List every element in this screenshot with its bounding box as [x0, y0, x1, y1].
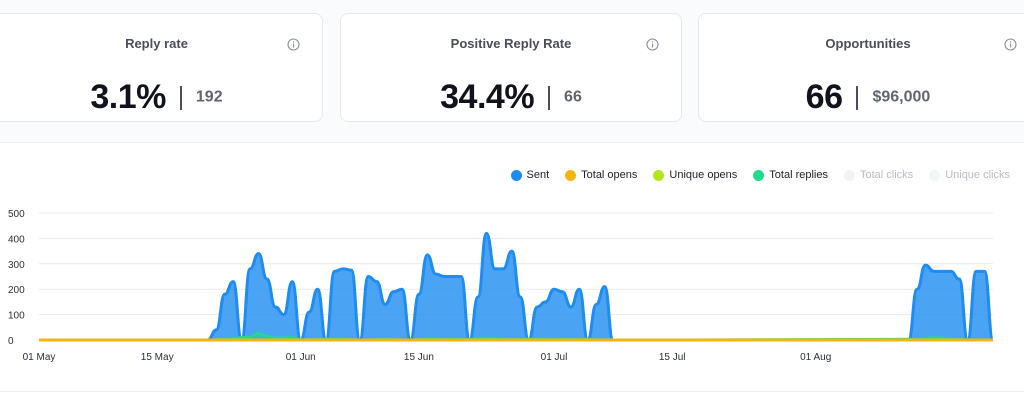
card-value: 34.4% — [440, 78, 535, 116]
legend-dot — [510, 169, 522, 181]
chart-legend: Sent Total opens Unique opens Total repl… — [495, 169, 1010, 181]
y-tick-label: 400 — [8, 234, 25, 245]
x-tick-label: 01 Jul — [541, 352, 568, 363]
y-tick-label: 500 — [8, 209, 25, 220]
legend-dot — [844, 169, 855, 181]
info-icon[interactable] — [1004, 38, 1017, 51]
opportunities-card: Opportunities 66 $96,000 — [698, 13, 1024, 122]
x-tick-label: 01 May — [23, 352, 56, 363]
reply-rate-card: Reply rate 3.1% 192 — [0, 13, 323, 122]
x-tick-label: 01 Jun — [286, 352, 316, 363]
positive-reply-rate-card: Positive Reply Rate 34.4% 66 — [340, 13, 682, 122]
card-title: Positive Reply Rate — [450, 36, 572, 51]
card-value: 66 — [805, 78, 843, 116]
divider — [179, 85, 182, 110]
legend-dot — [653, 169, 665, 181]
x-tick-label: 01 Aug — [800, 352, 831, 363]
legend-item-total-clicks[interactable]: Total clicks — [844, 169, 913, 181]
legend-item-unique-opens[interactable]: Unique opens — [653, 169, 737, 181]
info-icon[interactable] — [646, 38, 659, 51]
legend-label: Total opens — [581, 169, 638, 181]
y-tick-label: 200 — [8, 285, 25, 296]
divider — [548, 85, 551, 110]
y-tick-label: 100 — [8, 311, 25, 322]
x-tick-label: 15 Jun — [404, 352, 434, 363]
divider — [856, 85, 859, 110]
legend-label: Sent — [526, 169, 550, 181]
legend-item-sent[interactable]: Sent — [510, 169, 550, 181]
y-tick-label: 300 — [8, 260, 25, 271]
legend-item-total-opens[interactable]: Total opens — [565, 169, 637, 181]
y-tick-label: 0 — [8, 336, 14, 347]
area-chart: 0 100 200 300 400 500 01 May 15 May 01 Jun 15 Jun… — [8, 209, 995, 363]
legend-item-unique-clicks[interactable]: Unique clicks — [929, 169, 1010, 181]
info-icon[interactable] — [287, 38, 300, 51]
legend-label: Unique clicks — [945, 169, 1010, 181]
legend-dot — [565, 169, 577, 181]
card-subvalue: $96,000 — [872, 88, 931, 106]
legend-item-total-replies[interactable]: Total replies — [753, 169, 828, 181]
x-tick-label: 15 Jul — [659, 352, 686, 363]
card-subvalue: 192 — [195, 88, 223, 106]
legend-label: Unique opens — [669, 169, 738, 181]
card-subvalue: 66 — [564, 88, 582, 106]
stats-cards-row: Reply rate 3.1% 192 Positive Reply Rate 3… — [0, 0, 1024, 142]
card-title: Opportunities — [825, 36, 911, 51]
card-title: Reply rate — [125, 36, 188, 51]
legend-label: Total clicks — [860, 169, 914, 181]
legend-label: Total replies — [769, 169, 828, 181]
analytics-chart-panel: Sent Total opens Unique opens Total repl… — [0, 142, 1024, 392]
card-value: 3.1% — [90, 78, 166, 116]
legend-dot — [753, 169, 765, 181]
x-tick-label: 15 May — [141, 352, 174, 363]
legend-dot — [929, 169, 941, 181]
